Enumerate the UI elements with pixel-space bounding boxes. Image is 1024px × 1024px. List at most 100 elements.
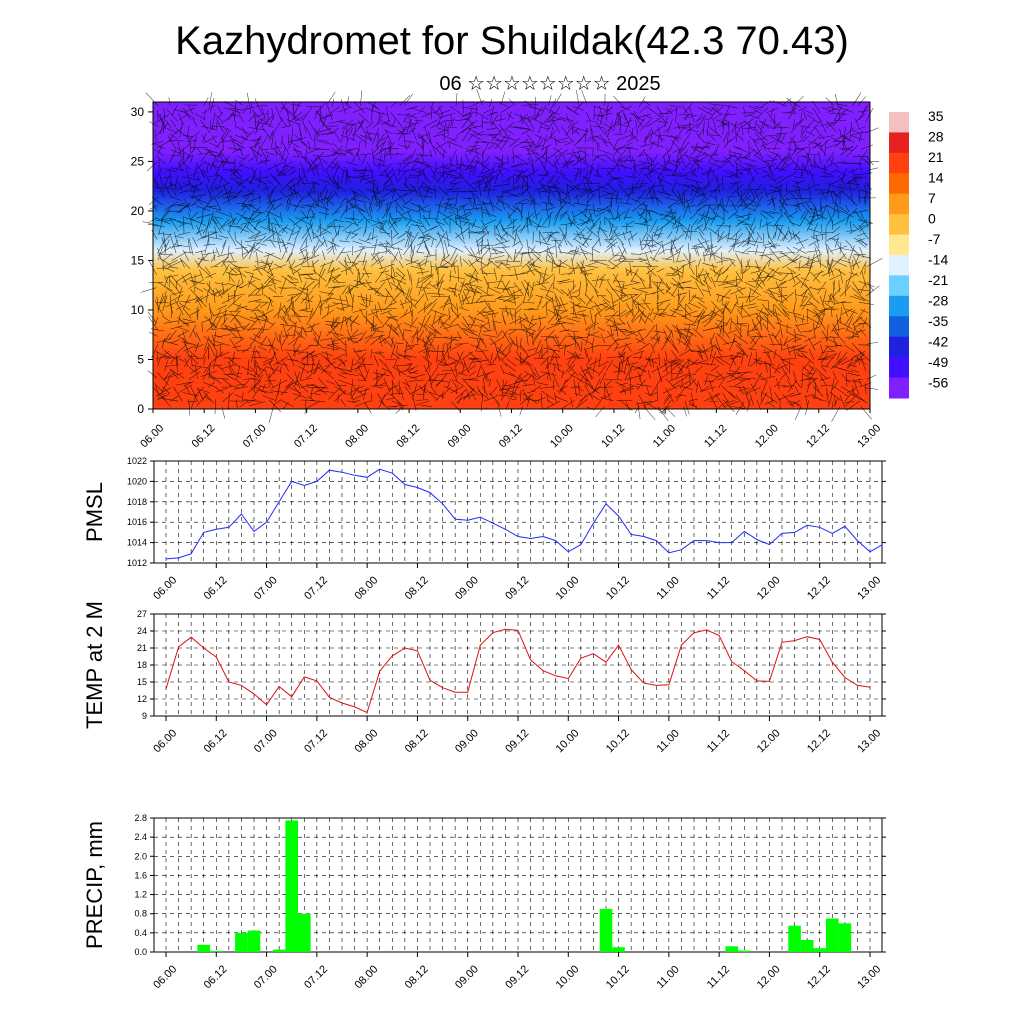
wind-barb bbox=[431, 175, 441, 184]
wind-barb bbox=[195, 229, 204, 234]
wind-barb bbox=[416, 393, 425, 396]
wind-barb bbox=[410, 330, 421, 339]
wind-barb bbox=[304, 148, 308, 162]
wind-barb bbox=[255, 261, 270, 265]
wind-barb bbox=[347, 280, 360, 295]
wind-barb bbox=[354, 357, 366, 373]
wind-barb bbox=[402, 330, 404, 341]
wind-barb bbox=[339, 240, 350, 243]
wind-barb bbox=[392, 219, 402, 225]
colorbar-label: 14 bbox=[928, 170, 944, 186]
wind-barb bbox=[481, 142, 489, 157]
wind-barb bbox=[343, 259, 354, 275]
wind-barb bbox=[394, 199, 404, 212]
wind-barb bbox=[405, 355, 417, 358]
heatmap-ytick-label: 0 bbox=[137, 402, 144, 416]
wind-barb bbox=[397, 169, 407, 183]
wind-barb bbox=[240, 223, 247, 234]
wind-barb bbox=[358, 217, 365, 224]
wind-barb bbox=[327, 268, 335, 274]
wind-barb bbox=[340, 372, 359, 376]
wind-barb bbox=[447, 141, 464, 148]
wind-barb bbox=[376, 112, 384, 125]
wind-barb bbox=[252, 266, 267, 271]
wind-barb bbox=[332, 302, 341, 305]
wind-barb bbox=[468, 197, 472, 206]
wind-barb bbox=[186, 139, 198, 143]
wind-barb bbox=[261, 126, 272, 140]
wind-barb bbox=[463, 378, 477, 381]
wind-barb bbox=[423, 384, 425, 400]
wind-barb bbox=[480, 225, 488, 233]
wind-barb bbox=[275, 169, 285, 177]
wind-barb bbox=[259, 118, 274, 129]
wind-barb bbox=[176, 381, 192, 386]
wind-barb bbox=[370, 253, 378, 263]
wind-barb bbox=[390, 393, 402, 405]
wind-barb bbox=[188, 279, 203, 289]
wind-barb bbox=[477, 310, 488, 319]
wind-barb bbox=[481, 338, 487, 348]
wind-barb bbox=[208, 205, 218, 207]
wind-barb bbox=[448, 308, 450, 321]
wind-barb bbox=[287, 139, 294, 151]
wind-barb bbox=[345, 204, 359, 211]
wind-barb bbox=[380, 119, 391, 126]
wind-barb bbox=[215, 387, 225, 393]
wind-barb bbox=[459, 256, 462, 267]
wind-barb bbox=[422, 215, 431, 227]
colorbar-swatch bbox=[889, 152, 909, 174]
wind-barb bbox=[273, 278, 282, 282]
wind-barb bbox=[418, 347, 431, 353]
wind-barb bbox=[455, 191, 458, 207]
wind-barb bbox=[481, 219, 490, 235]
wind-barb bbox=[489, 393, 501, 406]
wind-barb bbox=[291, 104, 301, 106]
wind-barb bbox=[340, 170, 345, 185]
wind-barb bbox=[248, 243, 255, 260]
wind-barb bbox=[277, 302, 282, 319]
wind-barb bbox=[404, 386, 411, 395]
wind-barb bbox=[373, 157, 384, 162]
wind-barb bbox=[392, 168, 398, 182]
wind-barb bbox=[252, 328, 270, 330]
wind-barb bbox=[222, 239, 227, 248]
wind-barb bbox=[325, 361, 336, 367]
wind-barb bbox=[222, 378, 232, 387]
wind-barb bbox=[253, 326, 264, 340]
wind-barb bbox=[230, 312, 242, 324]
wind-barb bbox=[292, 216, 307, 226]
wind-barb bbox=[416, 223, 425, 236]
wind-barb bbox=[212, 216, 223, 219]
wind-barb bbox=[450, 149, 457, 162]
wind-barb bbox=[269, 322, 276, 329]
wind-barb bbox=[336, 307, 345, 312]
colorbar-label: 7 bbox=[928, 190, 936, 206]
wind-barb bbox=[470, 344, 479, 349]
wind-barb bbox=[429, 149, 433, 158]
wind-barb bbox=[281, 135, 283, 146]
wind-barb bbox=[250, 166, 256, 176]
wind-barb bbox=[268, 222, 283, 227]
wind-barb bbox=[403, 173, 411, 185]
wind-barb bbox=[293, 156, 308, 158]
wind-barb bbox=[410, 202, 423, 209]
wind-barb bbox=[174, 175, 178, 190]
wind-barb bbox=[206, 183, 212, 199]
wind-barb bbox=[317, 367, 332, 374]
wind-barb bbox=[320, 353, 334, 366]
wind-barb bbox=[482, 334, 496, 338]
wind-barb bbox=[229, 326, 246, 330]
wind-barb bbox=[437, 279, 444, 295]
wind-barb bbox=[380, 190, 393, 199]
wind-barb bbox=[259, 135, 269, 149]
wind-barb bbox=[233, 303, 248, 310]
wind-barb bbox=[355, 400, 371, 407]
wind-barb bbox=[457, 266, 459, 282]
wind-barb bbox=[278, 226, 287, 234]
wind-barb bbox=[310, 180, 321, 185]
wind-barb bbox=[345, 175, 359, 179]
wind-barb bbox=[312, 269, 327, 282]
wind-barb bbox=[229, 384, 241, 389]
colorbar-label: -49 bbox=[928, 354, 948, 370]
